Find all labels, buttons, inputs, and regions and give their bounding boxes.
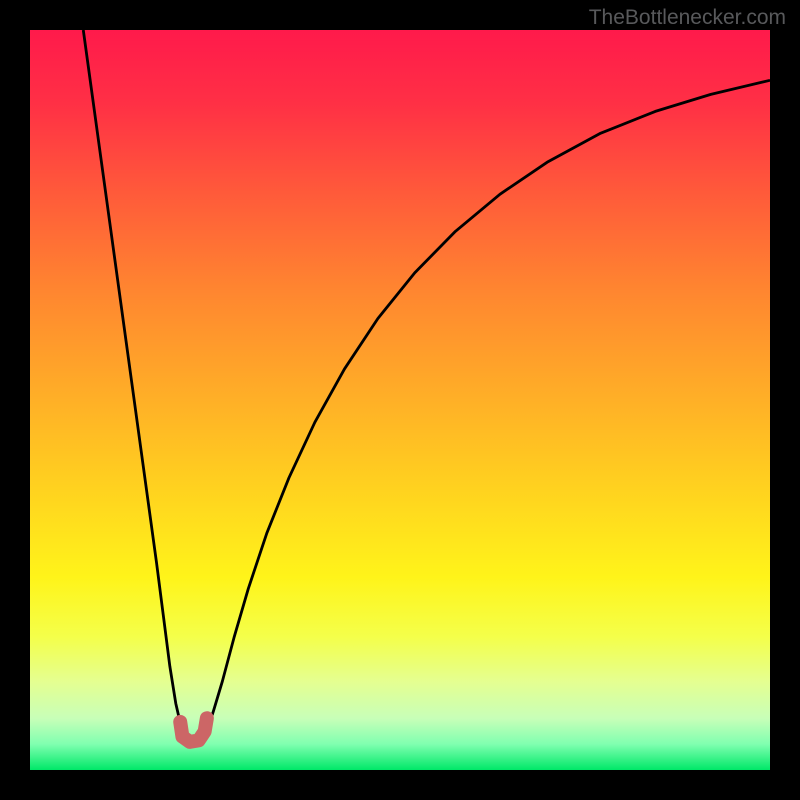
plot-area bbox=[30, 30, 770, 770]
bottleneck-curve bbox=[83, 30, 770, 742]
curve-layer bbox=[30, 30, 770, 770]
valley-marker bbox=[180, 718, 207, 742]
watermark-text: TheBottlenecker.com bbox=[589, 6, 786, 30]
chart-container: TheBottlenecker.com bbox=[0, 0, 800, 800]
